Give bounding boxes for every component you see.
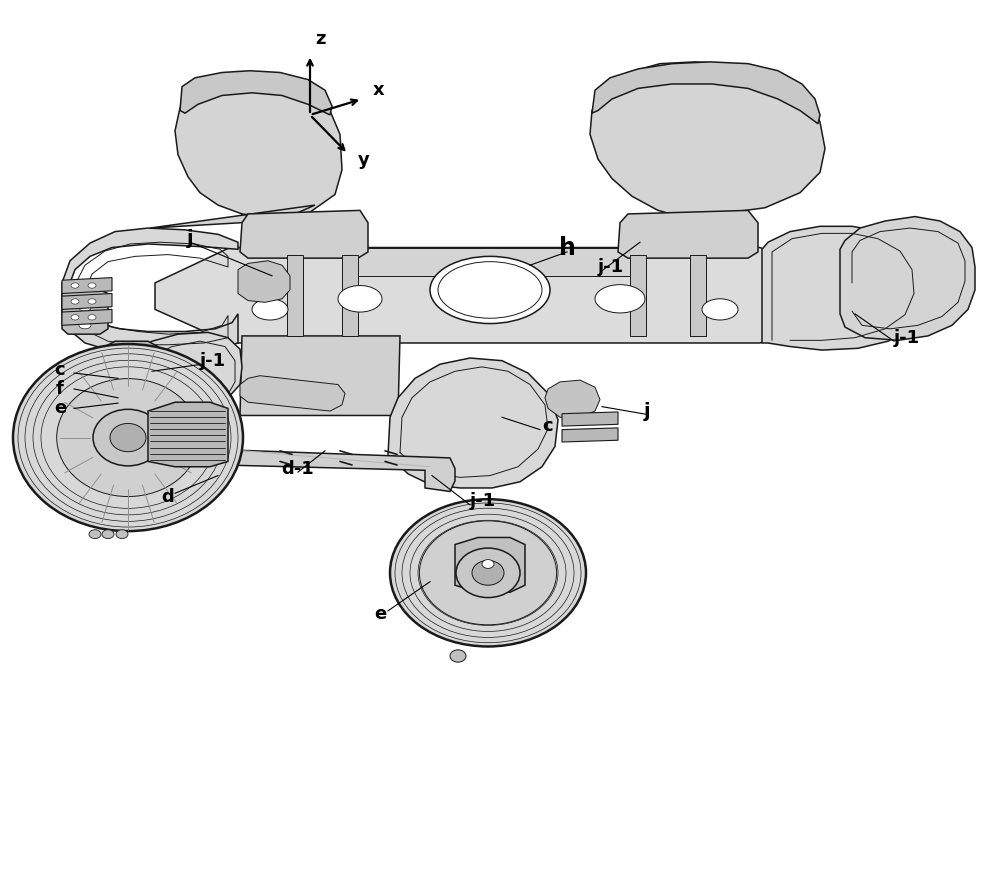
Ellipse shape [57,378,199,497]
Polygon shape [150,75,342,228]
Ellipse shape [430,256,550,324]
Polygon shape [240,336,400,415]
Text: j-1: j-1 [894,329,920,347]
Ellipse shape [88,315,96,320]
Polygon shape [342,255,358,336]
Text: h: h [559,235,575,260]
Polygon shape [180,71,332,115]
Ellipse shape [450,650,466,662]
Ellipse shape [116,530,128,538]
Text: c: c [55,361,65,378]
Polygon shape [840,217,975,340]
Polygon shape [88,426,455,492]
Ellipse shape [13,344,243,531]
Polygon shape [240,210,368,258]
Ellipse shape [79,313,91,320]
Ellipse shape [252,299,288,320]
Ellipse shape [93,409,163,466]
Ellipse shape [338,286,382,312]
Polygon shape [287,255,303,336]
Polygon shape [148,402,228,467]
Ellipse shape [88,299,96,304]
Polygon shape [562,428,618,442]
Polygon shape [690,255,706,336]
Polygon shape [545,380,600,417]
Ellipse shape [702,299,738,320]
Polygon shape [62,228,238,354]
Text: e: e [374,606,386,623]
Ellipse shape [472,560,504,585]
Polygon shape [62,309,112,325]
Polygon shape [388,358,558,488]
Polygon shape [590,62,825,223]
Text: d: d [162,488,174,506]
Text: x: x [373,81,385,100]
Polygon shape [105,341,158,402]
Polygon shape [62,278,112,293]
Text: y: y [358,151,370,170]
Ellipse shape [595,285,645,313]
Polygon shape [62,302,70,323]
Polygon shape [630,255,646,336]
Polygon shape [618,210,758,258]
Polygon shape [155,248,840,343]
Ellipse shape [419,521,557,625]
Ellipse shape [390,499,586,646]
Ellipse shape [79,304,91,311]
Polygon shape [240,376,345,411]
Polygon shape [455,537,525,592]
Polygon shape [762,226,922,350]
Ellipse shape [110,423,146,452]
Polygon shape [112,332,242,417]
Ellipse shape [456,548,520,598]
Text: e: e [54,399,66,416]
Ellipse shape [88,283,96,288]
Polygon shape [62,293,112,309]
Text: f: f [56,380,64,398]
Text: c: c [543,417,553,435]
Ellipse shape [102,530,114,538]
Ellipse shape [71,315,79,320]
Ellipse shape [71,283,79,288]
Text: j-1: j-1 [598,258,624,276]
Ellipse shape [79,295,91,302]
Polygon shape [62,290,108,334]
Polygon shape [348,248,642,276]
Text: z: z [315,30,326,49]
Polygon shape [562,412,618,426]
Text: j: j [644,401,651,421]
Ellipse shape [482,560,494,568]
Polygon shape [238,261,290,302]
Ellipse shape [89,530,101,538]
Text: d-1: d-1 [282,460,314,477]
Text: j: j [187,229,193,248]
Ellipse shape [79,322,91,329]
Text: j-1: j-1 [200,352,226,370]
Ellipse shape [71,299,79,304]
Text: j-1: j-1 [470,492,496,510]
Polygon shape [592,62,820,124]
